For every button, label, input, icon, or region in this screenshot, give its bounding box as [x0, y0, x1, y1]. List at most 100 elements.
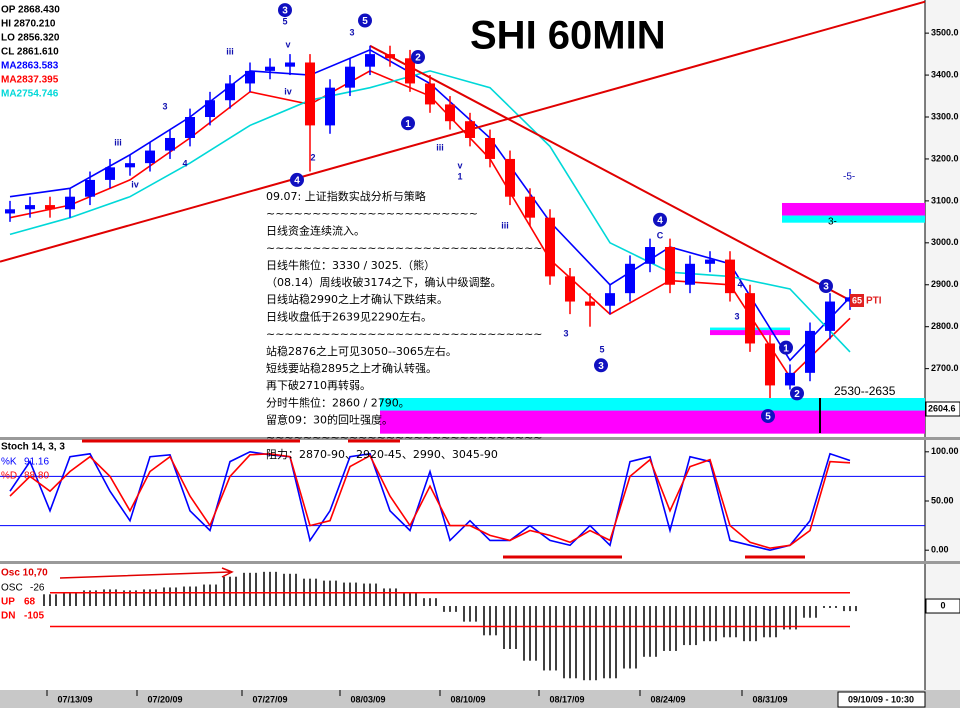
ohlc-label: OP 2868.430 — [1, 5, 60, 16]
y-tick-label: 0 — [940, 600, 945, 610]
note-line: ~~~~~~~~~~~~~~~~~~~~~~~~~~~~~~ — [266, 328, 543, 341]
wave-label: iii — [114, 137, 122, 147]
plot-layer — [0, 0, 926, 681]
y-tick-label: 2800.0 — [931, 321, 959, 331]
y-tick-label: 3500.0 — [931, 28, 959, 38]
y-tick-label: 0.00 — [931, 545, 949, 555]
chart-title: SHI 60MIN — [470, 14, 666, 58]
wave-circle — [779, 340, 793, 355]
wave-circle — [278, 3, 292, 18]
y-tick-label: 3000.0 — [931, 237, 959, 247]
wave-circle — [819, 279, 833, 294]
osc-arrow — [59, 567, 234, 579]
candle-body — [5, 209, 15, 214]
candle-body — [145, 150, 155, 164]
wave-circle-label: 3 — [282, 6, 288, 17]
candle-body — [325, 87, 335, 126]
band-name: DN — [1, 611, 15, 622]
wave-label: iii — [501, 220, 509, 230]
candle-body — [265, 66, 275, 71]
legend-value: 88.80 — [24, 471, 49, 482]
wave-circle-label: 4 — [657, 215, 663, 226]
small-label: 3- — [828, 217, 837, 228]
wave-label: 4 — [182, 158, 187, 168]
pti-number: 65 — [852, 295, 862, 305]
wave-circle-label: 1 — [783, 343, 789, 354]
candle-body — [485, 137, 495, 159]
range-label: 2530--2635 — [834, 384, 896, 398]
panel-divider — [0, 437, 960, 440]
wave-circle — [401, 116, 415, 131]
y-tick-box — [925, 598, 960, 614]
wave-circle — [790, 386, 804, 401]
wave-label: 3 — [734, 311, 739, 321]
price-box — [925, 401, 960, 417]
y-tick-label: 3200.0 — [931, 153, 959, 163]
wave-circle — [290, 172, 304, 187]
y-tick-label: 2700.0 — [931, 363, 959, 373]
candle-body — [605, 293, 615, 306]
candle-body — [765, 343, 775, 386]
note-line: 09.07: 上证指数实战分析与策略 — [266, 189, 426, 203]
candle-body — [425, 83, 435, 105]
x-tick-label: 08/31/09 — [752, 694, 787, 704]
wave-circle-label: 2 — [415, 53, 421, 64]
wave-circle — [411, 50, 425, 65]
note-line: 日线牛熊位：3330 / 3025.（熊） — [266, 258, 435, 272]
legend-name: %D — [1, 471, 17, 482]
wave-label: v — [457, 160, 462, 170]
candle-body — [205, 100, 215, 118]
candle-body — [385, 54, 395, 59]
x-tick-label: 07/27/09 — [252, 694, 287, 704]
ohlc-label: HI 2870.210 — [1, 19, 56, 30]
wave-circle-label: 3 — [598, 361, 604, 372]
wave-label: 5 — [282, 17, 287, 27]
stoch-line — [9, 452, 851, 550]
wave-label: iii — [436, 142, 444, 152]
candle-body — [445, 104, 455, 122]
candle-body — [305, 62, 315, 126]
y-tick-label: 50.00 — [931, 495, 954, 505]
candle-body — [345, 66, 355, 88]
y-tick-label: 3300.0 — [931, 111, 959, 121]
note-line: 站稳2876之上可见3050--3065左右。 — [266, 344, 457, 358]
note-line: 再下破2710再转弱。 — [266, 378, 371, 392]
right-axis-bg — [925, 0, 960, 692]
candle-body — [665, 247, 675, 285]
ohlc-label: CL 2861.610 — [1, 47, 59, 58]
zone — [782, 215, 925, 223]
candle-body — [365, 54, 375, 67]
wave-label: 4 — [737, 280, 742, 290]
note-line: 阻力：2870-90、2920-45、2990、3045-90 — [266, 448, 498, 461]
panel-title: Osc 10,70 — [1, 568, 48, 579]
note-line: ~~~~~~~~~~~~~~~~~~~~~~~~~~~~~~ — [266, 431, 543, 444]
candle-body — [185, 117, 195, 138]
candle-body — [45, 205, 55, 210]
wave-label: 3 — [563, 329, 568, 339]
last-bar-label: 09/10/09 - 10:30 — [848, 694, 914, 704]
note-line: 分时牛熊位：2860 / 2790。 — [266, 395, 410, 409]
wave-circle-label: 3 — [823, 282, 829, 293]
wave-label: 5 — [599, 345, 604, 355]
x-axis-strip — [0, 690, 960, 708]
wave-circle — [653, 212, 667, 227]
note-line: 日线资金连续流入。 — [266, 223, 365, 237]
candle-body — [165, 137, 175, 151]
panel-title: Stoch 14, 3, 3 — [1, 442, 65, 453]
candle-body — [805, 330, 815, 373]
legend-entry: MA2754.746 — [1, 89, 59, 100]
y-tick-label: 2900.0 — [931, 279, 959, 289]
candle-body — [585, 301, 595, 306]
x-tick-label: 07/13/09 — [57, 694, 92, 704]
candle-body — [725, 259, 735, 294]
y-tick-label: 3100.0 — [931, 195, 959, 205]
wave-circle-label: 5 — [362, 16, 368, 27]
x-tick-label: 08/24/09 — [650, 694, 685, 704]
note-line: （08.14）周线收破3174之下，确认中级调整。 — [266, 275, 501, 289]
band-name: UP — [1, 597, 15, 608]
candle-body — [705, 259, 715, 264]
x-tick-label: 07/20/09 — [147, 694, 182, 704]
last-bar-box — [837, 691, 926, 708]
wave-label: iv — [131, 179, 139, 189]
